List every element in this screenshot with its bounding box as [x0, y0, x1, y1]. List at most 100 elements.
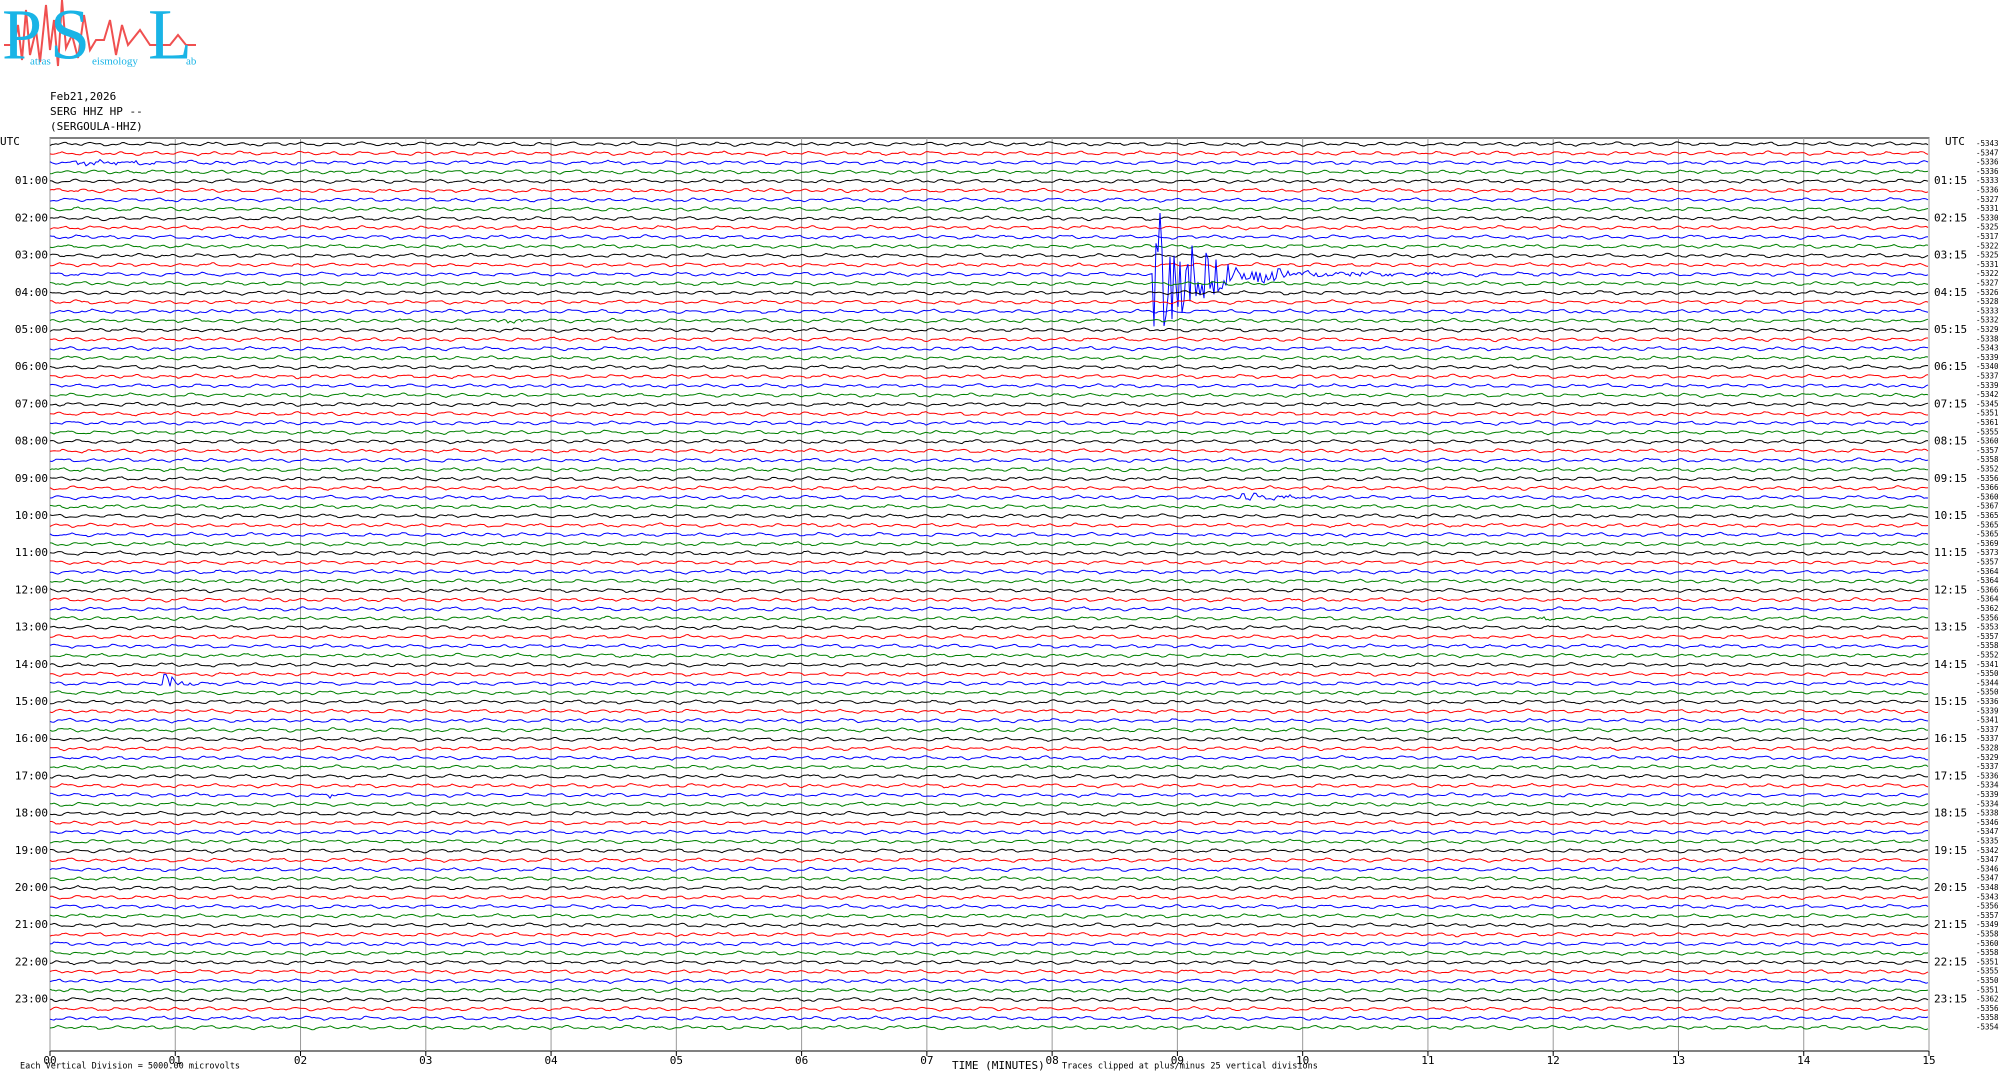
trace — [50, 801, 1929, 808]
trace — [49, 1024, 1929, 1031]
right-hour-label: 16:15 — [1934, 732, 1967, 745]
trace-offset: -5322 — [1976, 269, 1999, 278]
date: Feb21,2026 — [50, 90, 116, 103]
trace — [50, 633, 1929, 640]
logo-word: atras — [30, 56, 51, 68]
trace-offset: -5327 — [1976, 195, 1999, 204]
trace-offset: -5348 — [1976, 883, 1999, 892]
left-hour-label: 03:00 — [15, 249, 48, 262]
trace — [49, 568, 1929, 575]
trace-offset: -5336 — [1976, 771, 1999, 780]
trace — [49, 475, 1929, 482]
trace-offset: -5350 — [1976, 688, 1999, 697]
trace — [49, 912, 1929, 919]
trace — [49, 158, 1929, 167]
trace-offset: -5354 — [1976, 1023, 1999, 1032]
trace-offset: -5355 — [1976, 967, 1999, 976]
trace-offset: -5347 — [1976, 874, 1999, 883]
left-hour-label: 15:00 — [15, 695, 48, 708]
trace-offset: -5346 — [1976, 818, 1999, 827]
x-tick-label: 05 — [670, 1054, 683, 1067]
logo: P S L atras eismology ab — [2, 0, 197, 75]
trace — [49, 810, 1929, 817]
trace — [49, 987, 1929, 994]
left-hour-label: 07:00 — [15, 397, 48, 410]
right-hour-label: 19:15 — [1934, 844, 1967, 857]
trace — [49, 420, 1929, 426]
x-tick-label: 06 — [795, 1054, 808, 1067]
trace-offset: -5352 — [1976, 651, 1999, 660]
right-hour-label: 22:15 — [1934, 955, 1967, 968]
logo-wave — [4, 0, 196, 67]
trace-offset: -5330 — [1976, 213, 1999, 222]
trace — [49, 466, 1929, 473]
trace-offset: -5344 — [1976, 678, 1999, 687]
trace — [49, 206, 1929, 213]
right-hour-label: 10:15 — [1934, 509, 1967, 522]
trace — [49, 503, 1929, 510]
right-hour-label: 17:15 — [1934, 769, 1967, 782]
trace-offset: -5366 — [1976, 585, 1999, 594]
right-hour-label: 11:15 — [1934, 546, 1967, 559]
trace — [49, 885, 1929, 891]
trace — [49, 215, 1929, 222]
x-tick-label: 01 — [169, 1054, 182, 1067]
trace — [49, 689, 1929, 696]
trace — [49, 540, 1929, 547]
left-hour-label: 21:00 — [15, 918, 48, 931]
trace — [49, 522, 1929, 529]
right-hour-label: 20:15 — [1934, 881, 1967, 894]
left-hour-label: 08:00 — [15, 435, 48, 448]
trace-offset: -5338 — [1976, 334, 1999, 343]
x-tick-label: 00 — [43, 1054, 56, 1067]
trace-offset: -5343 — [1976, 344, 1999, 353]
trace-offset: -5358 — [1976, 455, 1999, 464]
right-hour-label: 03:15 — [1934, 249, 1967, 262]
trace — [49, 513, 1929, 519]
trace — [50, 820, 1929, 826]
logo-letter: L — [148, 0, 192, 75]
trace-offset: -5332 — [1976, 316, 1999, 325]
trace-offset: -5357 — [1976, 632, 1999, 641]
trace — [49, 950, 1929, 956]
trace — [49, 829, 1928, 836]
trace-offset: -5358 — [1976, 1013, 1999, 1022]
trace-offset: -5343 — [1976, 892, 1999, 901]
trace — [49, 141, 1929, 147]
trace-offset: -5362 — [1976, 995, 1999, 1004]
left-hour-label: 22:00 — [15, 955, 48, 968]
trace-offset: -5357 — [1976, 911, 1999, 920]
trace — [49, 457, 1929, 464]
trace — [49, 866, 1929, 873]
trace — [50, 559, 1929, 566]
trace-offset: -5338 — [1976, 809, 1999, 818]
trace — [49, 857, 1928, 863]
trace-offset: -5337 — [1976, 372, 1999, 381]
x-tick-label: 11 — [1421, 1054, 1434, 1067]
trace-offset: -5373 — [1976, 548, 1999, 557]
left-hour-label: 06:00 — [15, 360, 48, 373]
trace-offset: -5365 — [1976, 520, 1999, 529]
right-hour-label: 02:15 — [1934, 211, 1967, 224]
trace — [49, 624, 1929, 631]
trace-offset: -5346 — [1976, 864, 1999, 873]
trace-offset: -5351 — [1976, 409, 1999, 418]
left-hour-label: 01:00 — [15, 174, 48, 187]
trace-offset: -5328 — [1976, 744, 1999, 753]
trace-offset: -5356 — [1976, 474, 1999, 483]
x-tick-label: 12 — [1547, 1054, 1560, 1067]
trace — [49, 187, 1929, 194]
trace-offset: -5357 — [1976, 446, 1999, 455]
x-tick-label: 07 — [920, 1054, 933, 1067]
trace — [49, 661, 1929, 668]
right-hour-label: 07:15 — [1934, 397, 1967, 410]
x-axis-label: TIME (MINUTES) — [952, 1059, 1045, 1072]
logo-letter: S — [50, 0, 90, 75]
trace — [49, 234, 1929, 240]
trace-offset: -5337 — [1976, 734, 1999, 743]
right-hour-label: 09:15 — [1934, 472, 1967, 485]
right-hour-label: 15:15 — [1934, 695, 1967, 708]
trace — [49, 606, 1929, 612]
trace-offset: -5325 — [1976, 251, 1999, 260]
right-hour-label: 05:15 — [1934, 323, 1967, 336]
